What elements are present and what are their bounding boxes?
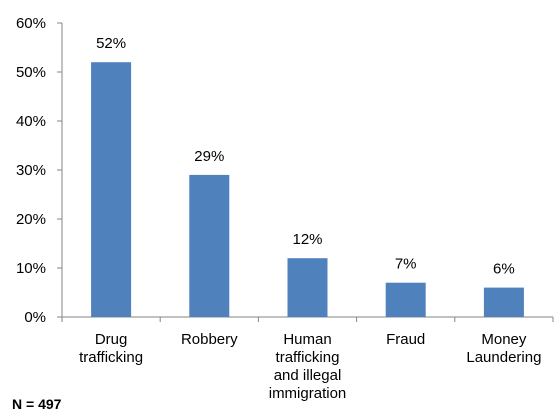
category-label-line: trafficking: [79, 349, 143, 366]
data-label: 7%: [395, 256, 417, 273]
category-label: Drug trafficking: [79, 331, 143, 366]
category-label-line: Robbery: [181, 331, 238, 348]
category-label-line: immigration: [269, 385, 347, 402]
data-label: 29%: [194, 148, 224, 165]
bar: [483, 287, 524, 317]
category-label: Money Laundering: [466, 331, 541, 366]
category-label-line: Money: [481, 331, 527, 348]
y-tick-label: 40%: [16, 113, 46, 130]
bar: [189, 174, 230, 317]
bars-group: [91, 62, 524, 318]
bar: [385, 282, 426, 317]
category-label-line: Fraud: [386, 331, 425, 348]
y-tick-label: 50%: [16, 64, 46, 81]
category-label-line: trafficking: [276, 349, 340, 366]
y-tick-label: 0%: [24, 309, 46, 326]
bar: [91, 62, 132, 318]
category-label-line: Human: [283, 331, 331, 348]
y-tick-label: 30%: [16, 162, 46, 179]
y-tick-label: 10%: [16, 260, 46, 277]
y-tick-label: 20%: [16, 211, 46, 228]
bar: [287, 258, 328, 317]
category-label-line: Drug: [95, 331, 128, 348]
category-label-line: and illegal: [274, 367, 342, 384]
category-label: Human trafficking and illegal immigration: [269, 331, 347, 402]
category-label-line: Laundering: [466, 349, 541, 366]
sample-size-note: N = 497: [12, 396, 62, 412]
category-label: Robbery: [181, 331, 238, 348]
data-label: 52%: [96, 35, 126, 52]
data-label: 6%: [493, 261, 515, 278]
y-tick-label: 60%: [16, 15, 46, 32]
axes: 0% 10% 20% 30% 40% 50% 60%: [16, 15, 554, 326]
data-label: 12%: [292, 231, 322, 248]
category-label: Fraud: [386, 331, 425, 348]
